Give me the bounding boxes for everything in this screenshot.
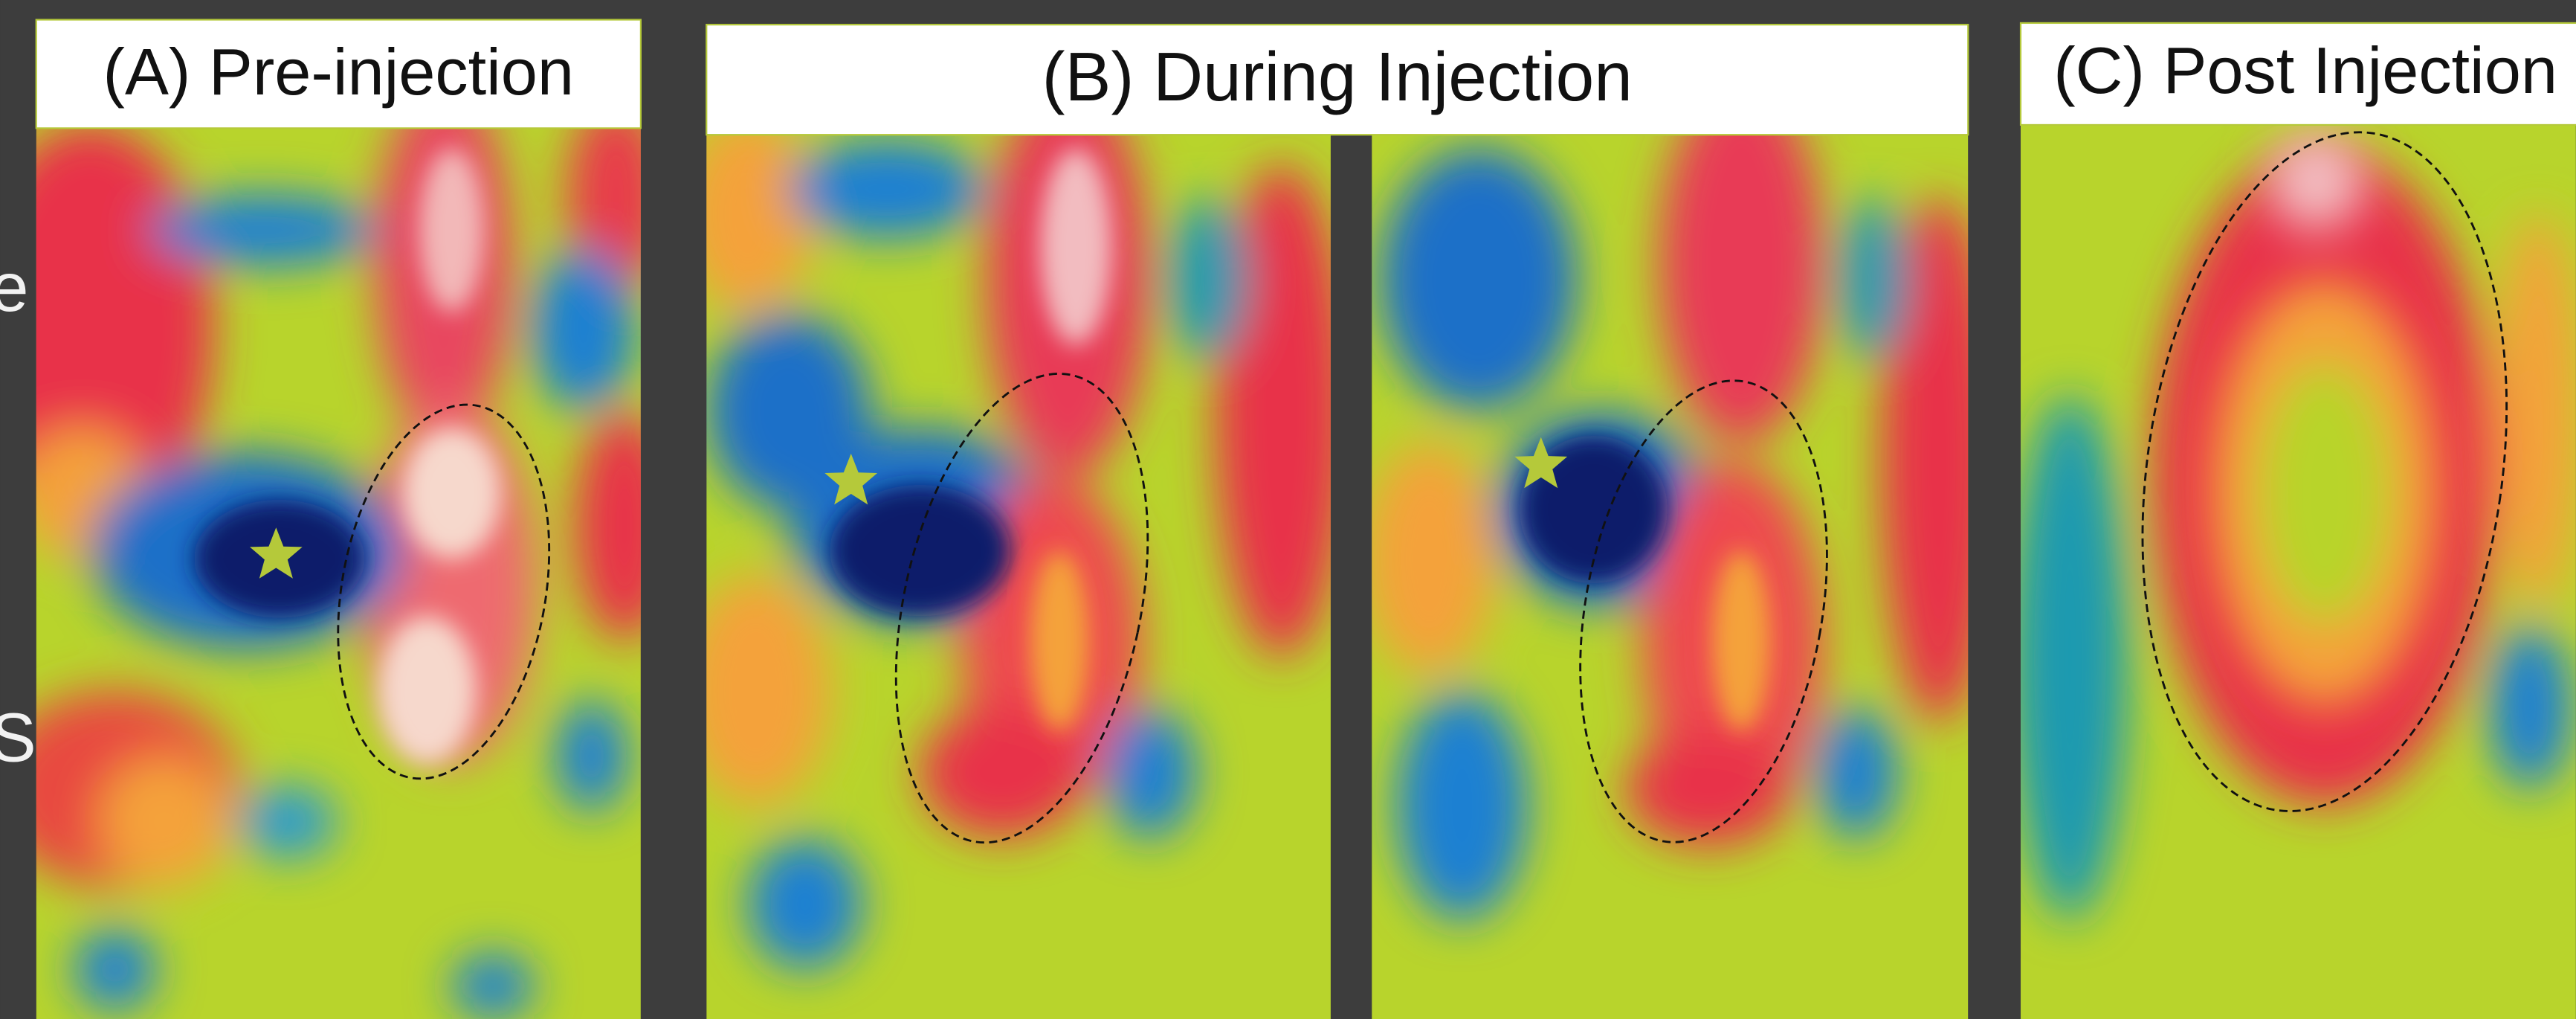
- panel-label: (A) Pre-injection: [103, 35, 575, 109]
- thermal-image: [682, 82, 1347, 1019]
- side-text: S: [0, 698, 36, 776]
- panel-label: (C) Post Injection: [2053, 33, 2557, 107]
- panel-label: (B) During Injection: [1042, 38, 1633, 115]
- thermal-image: [0, 82, 674, 1019]
- side-text: e: [0, 248, 28, 326]
- figure: e S (A) Pre-inj: [0, 0, 2576, 1019]
- page: {"side_text": ["e", "S"], "panels": [{"l…: [0, 0, 2576, 1019]
- thermal-image: [2012, 109, 2576, 1019]
- thermal-image: [1363, 82, 1996, 1019]
